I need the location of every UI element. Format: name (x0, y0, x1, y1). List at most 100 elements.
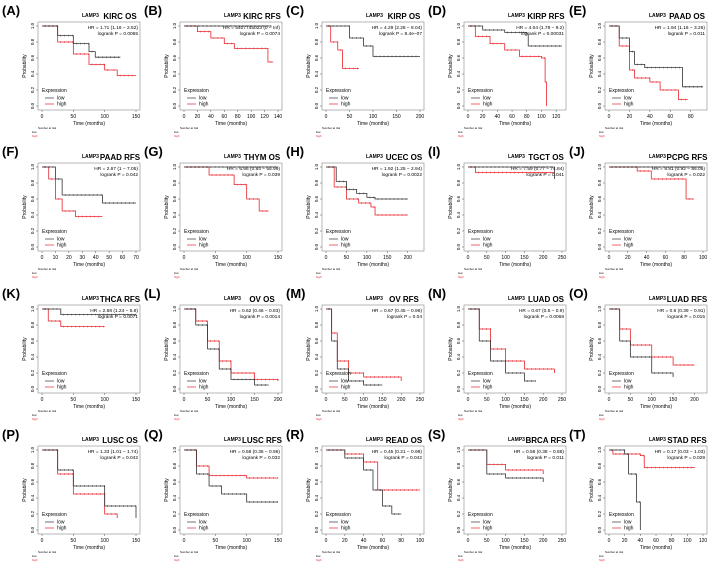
x-tick-label: 100 (416, 538, 425, 544)
y-tick-label: 0.6 (172, 478, 177, 485)
x-tick-label: 40 (638, 538, 644, 544)
legend-low-label: low (341, 96, 349, 102)
x-tick-label: 40 (647, 114, 653, 120)
risk-table-title: Number at risk (180, 267, 199, 271)
hr-text: HR = 0.62 (0.46 − 0.83) (230, 308, 281, 314)
y-tick-label: 0.6 (172, 195, 177, 202)
gene-label: LAMP3 (649, 296, 666, 302)
gene-label: LAMP3 (224, 296, 241, 302)
risk-table-title: Number at risk (180, 409, 199, 413)
y-tick-label: 0.2 (597, 86, 602, 93)
y-tick-label: 1.0 (172, 163, 177, 170)
y-tick-label: 0.0 (30, 385, 35, 392)
survival-curve-high (42, 166, 103, 217)
risk-row-high: high (32, 558, 38, 562)
y-tick-label: 0.8 (597, 38, 602, 45)
y-tick-label: 0.0 (172, 385, 177, 392)
legend-high-label: high (483, 102, 493, 108)
y-tick-label: 1.0 (172, 446, 177, 453)
survival-curve-high (326, 25, 359, 69)
legend-title: Expression (184, 88, 209, 94)
y-tick-label: 0.4 (30, 353, 35, 360)
panel-label: (L) (144, 286, 161, 301)
x-tick-label: 40 (495, 114, 501, 120)
panel-title: OV OS (249, 295, 275, 304)
panel-label: (J) (569, 144, 585, 159)
legend-title: Expression (468, 229, 493, 235)
x-tick-label: 20 (625, 255, 631, 261)
y-tick-label: 0.2 (172, 227, 177, 234)
y-tick-label: 0.6 (172, 54, 177, 61)
y-axis-label: Probability (589, 478, 595, 502)
y-tick-label: 0.4 (314, 353, 319, 360)
y-tick-label: 0.8 (456, 462, 461, 469)
y-tick-label: 0.0 (597, 385, 602, 392)
y-tick-label: 0.6 (597, 54, 602, 61)
panel-title: PAAD RFS (100, 153, 141, 162)
y-tick-label: 0.6 (172, 337, 177, 344)
y-tick-label: 0.8 (172, 321, 177, 328)
x-tick-label: 250 (558, 538, 567, 544)
legend-title: Expression (326, 88, 351, 94)
x-tick-label: 250 (558, 397, 567, 403)
km-panel: (O) LAMP3 LUAD RFS 0.0 0.2 0.4 0.6 0.8 1.0 Probab… (569, 286, 708, 421)
risk-table-title: Number at risk (464, 550, 483, 554)
risk-row-high: high (599, 275, 605, 279)
hr-text: HR = 4.29 (2.28 − 8.04) (372, 25, 423, 31)
gene-label: LAMP3 (366, 437, 383, 443)
x-axis-label: Time (months) (73, 121, 105, 127)
risk-table-title: Number at risk (38, 267, 57, 271)
plot-frame (321, 162, 425, 252)
panel-title: KIRP OS (388, 12, 421, 21)
x-tick-label: 0 (325, 114, 328, 120)
legend-low-label: low (57, 96, 65, 102)
hr-text: HR = 0.45 (0.21 − 0.98) (372, 449, 423, 455)
x-tick-label: 0 (608, 397, 611, 403)
logrank-p-text: logrank P = 0.022 (667, 172, 705, 178)
survival-curve-low (468, 166, 555, 179)
x-tick-label: 20 (195, 114, 201, 120)
logrank-p-text: logrank P = 0.029 (667, 455, 705, 461)
x-tick-label: 20 (342, 538, 348, 544)
y-tick-label: 1.0 (456, 446, 461, 453)
x-tick-label: 70 (133, 255, 139, 261)
x-axis-label: Time (months) (640, 121, 672, 127)
gene-label: LAMP3 (366, 13, 383, 19)
y-tick-label: 1.0 (597, 305, 602, 312)
y-tick-label: 1.0 (30, 446, 35, 453)
gene-label: LAMP3 (224, 13, 241, 19)
risk-row-low: low (32, 271, 37, 275)
km-panel: (L) LAMP3 OV OS 0.0 0.2 0.4 0.6 0.8 1.0 Probabili… (144, 286, 282, 421)
x-axis-label: Time (months) (499, 545, 531, 551)
gene-label: LAMP3 (82, 154, 99, 160)
legend-high-label: high (341, 243, 351, 249)
x-tick-label: 200 (404, 255, 413, 261)
hr-text: HR = 5407745023 (0 − Inf) (223, 25, 280, 31)
hr-text: HR = 2.68 (1.24 − 5.8) (90, 308, 138, 314)
survival-curve-low (609, 449, 641, 530)
survival-curve-high (609, 25, 688, 100)
legend-high-label: high (483, 385, 493, 391)
x-tick-label: 0 (41, 114, 44, 120)
plot-frame (321, 304, 425, 394)
plot-frame (463, 445, 567, 535)
risk-row-low: low (458, 271, 463, 275)
y-tick-label: 1.0 (30, 305, 35, 312)
y-tick-label: 0.8 (314, 321, 319, 328)
x-tick-label: 60 (668, 114, 674, 120)
x-axis-label: Time (months) (499, 404, 531, 410)
panel-label: (F) (2, 144, 19, 159)
x-axis-label: Time (months) (499, 262, 531, 268)
plot-frame (321, 445, 425, 535)
x-tick-label: 0 (608, 538, 611, 544)
x-axis-label: Time (months) (73, 545, 105, 551)
legend-title: Expression (42, 229, 67, 235)
survival-curve-high (184, 166, 269, 212)
panel-title: KIRC RFS (243, 12, 281, 21)
y-axis-label: Probability (164, 337, 170, 361)
risk-row-low: low (599, 413, 604, 417)
panel-label: (S) (428, 427, 445, 442)
hr-text: HR = 7.59 (0.77 − 74.84) (511, 166, 564, 172)
survival-curve-low (609, 25, 703, 88)
hr-text: HR = 0.67 (0.45 − 0.98) (372, 308, 423, 314)
